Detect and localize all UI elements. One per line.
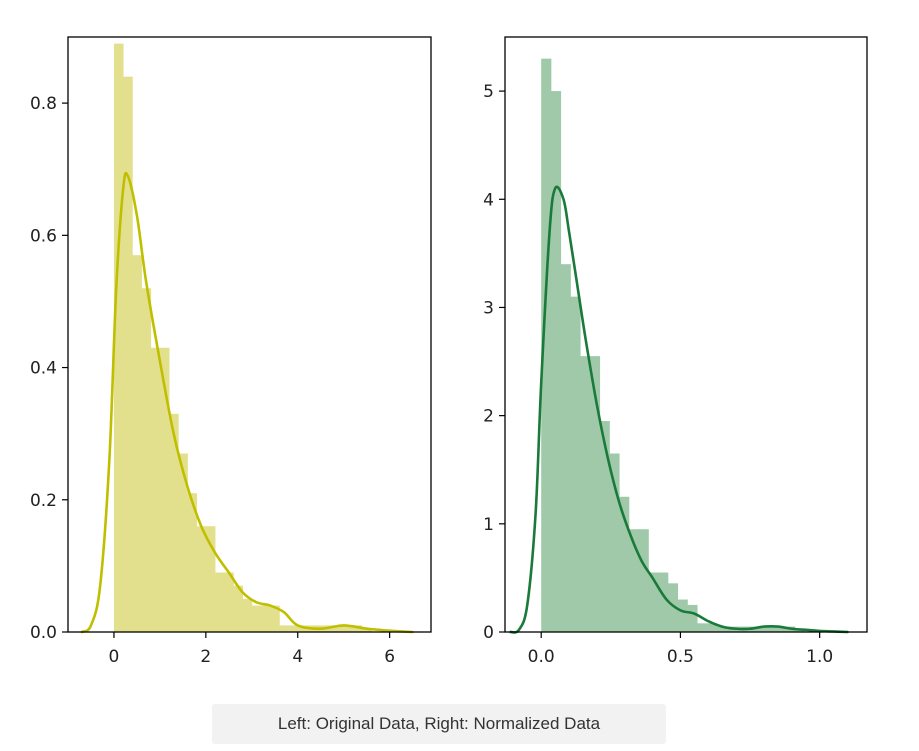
right-y-tick-label: 4 <box>483 190 494 210</box>
right-histogram-bar <box>550 91 562 633</box>
left-histogram-bar <box>224 572 234 632</box>
right-histogram-bar <box>638 529 649 632</box>
left-y-tick-label: 0.8 <box>30 94 57 114</box>
left-histogram-bar <box>288 625 299 632</box>
left-histogram-bar <box>279 625 289 632</box>
figure-caption: Left: Original Data, Right: Normalized D… <box>212 704 666 744</box>
right-histogram-bar <box>667 583 679 632</box>
right-histogram-bar <box>541 58 552 632</box>
left-histogram-bar <box>196 526 207 632</box>
right-kde-line <box>509 185 849 634</box>
left-axes-frame <box>67 36 432 633</box>
left-histogram-bar <box>215 572 225 632</box>
right-histogram-bar <box>765 626 776 632</box>
right-axes-frame <box>504 36 868 633</box>
left-kde-line <box>80 171 414 634</box>
right-histogram-bar <box>648 572 659 632</box>
left-histogram-bar <box>362 628 372 632</box>
left-histogram-bar <box>132 255 142 633</box>
left-histogram-bar <box>297 625 308 632</box>
left-x-tick-label: 4 <box>292 647 303 667</box>
figure: 0 2 4 6 0.0 0.2 0.4 0.6 0.8 0.0 0.5 1.0 0 1 2 3 4 5 <box>30 36 868 667</box>
left-x-tick-label: 0 <box>109 647 120 667</box>
left-histogram-bar <box>343 625 354 632</box>
left-histogram-bar <box>123 76 133 633</box>
left-histogram-bar <box>352 625 363 632</box>
left-histogram-bar <box>169 413 179 632</box>
left-x-tick-label: 6 <box>384 647 395 667</box>
left-y-tick-label: 0.0 <box>30 623 57 643</box>
right-histogram-bars <box>541 58 805 633</box>
right-histogram-bar <box>716 626 727 632</box>
right-histogram-bar <box>560 264 571 632</box>
left-panel: 0 2 4 6 0.0 0.2 0.4 0.6 0.8 <box>30 36 432 667</box>
left-histogram-bar <box>205 526 216 632</box>
left-histogram-bar <box>233 585 244 632</box>
left-histogram-bar <box>251 605 262 632</box>
right-histogram-bar <box>687 604 698 632</box>
left-histogram-bar <box>187 493 198 632</box>
right-histogram-bar <box>706 623 718 632</box>
left-histogram-bars <box>113 43 372 633</box>
left-y-tick-label: 0.6 <box>30 226 57 246</box>
right-x-tick-label: 0.5 <box>667 647 694 667</box>
left-histogram-bar <box>141 288 152 632</box>
right-histogram-bar <box>580 356 591 632</box>
left-histogram-bar <box>150 347 161 632</box>
right-histogram-bar <box>589 356 601 632</box>
right-histogram-bar <box>570 296 581 632</box>
right-y-tick-label: 2 <box>483 407 494 427</box>
right-x-tick-label: 1.0 <box>806 647 833 667</box>
right-histogram-bar <box>697 623 708 632</box>
left-y-tick-label: 0.2 <box>30 491 57 511</box>
left-histogram-bar <box>270 605 280 632</box>
left-histogram-bar <box>242 598 253 632</box>
left-x-tick-label: 2 <box>200 647 211 667</box>
right-histogram-bar <box>619 496 630 632</box>
left-histogram-bar <box>260 605 271 632</box>
left-histogram-bar <box>178 453 188 632</box>
right-panel: 0.0 0.5 1.0 0 1 2 3 4 5 <box>483 36 868 667</box>
right-histogram-bar <box>628 529 640 632</box>
left-histogram-bar <box>159 347 170 632</box>
right-histogram-bar <box>677 599 688 632</box>
right-histogram-bar <box>609 453 620 632</box>
right-y-tick-label: 5 <box>483 82 494 102</box>
right-y-tick-label: 0 <box>483 623 494 643</box>
right-y-tick-label: 3 <box>483 298 494 318</box>
right-y-tick-label: 1 <box>483 515 494 535</box>
left-histogram-bar <box>113 43 124 633</box>
right-histogram-bar <box>755 626 766 632</box>
right-histogram-bar <box>775 626 786 632</box>
right-histogram-bar <box>599 421 610 632</box>
left-histogram-bar <box>334 625 345 632</box>
left-y-tick-label: 0.4 <box>30 359 57 379</box>
right-x-tick-label: 0.0 <box>528 647 555 667</box>
right-histogram-bar <box>658 572 669 632</box>
